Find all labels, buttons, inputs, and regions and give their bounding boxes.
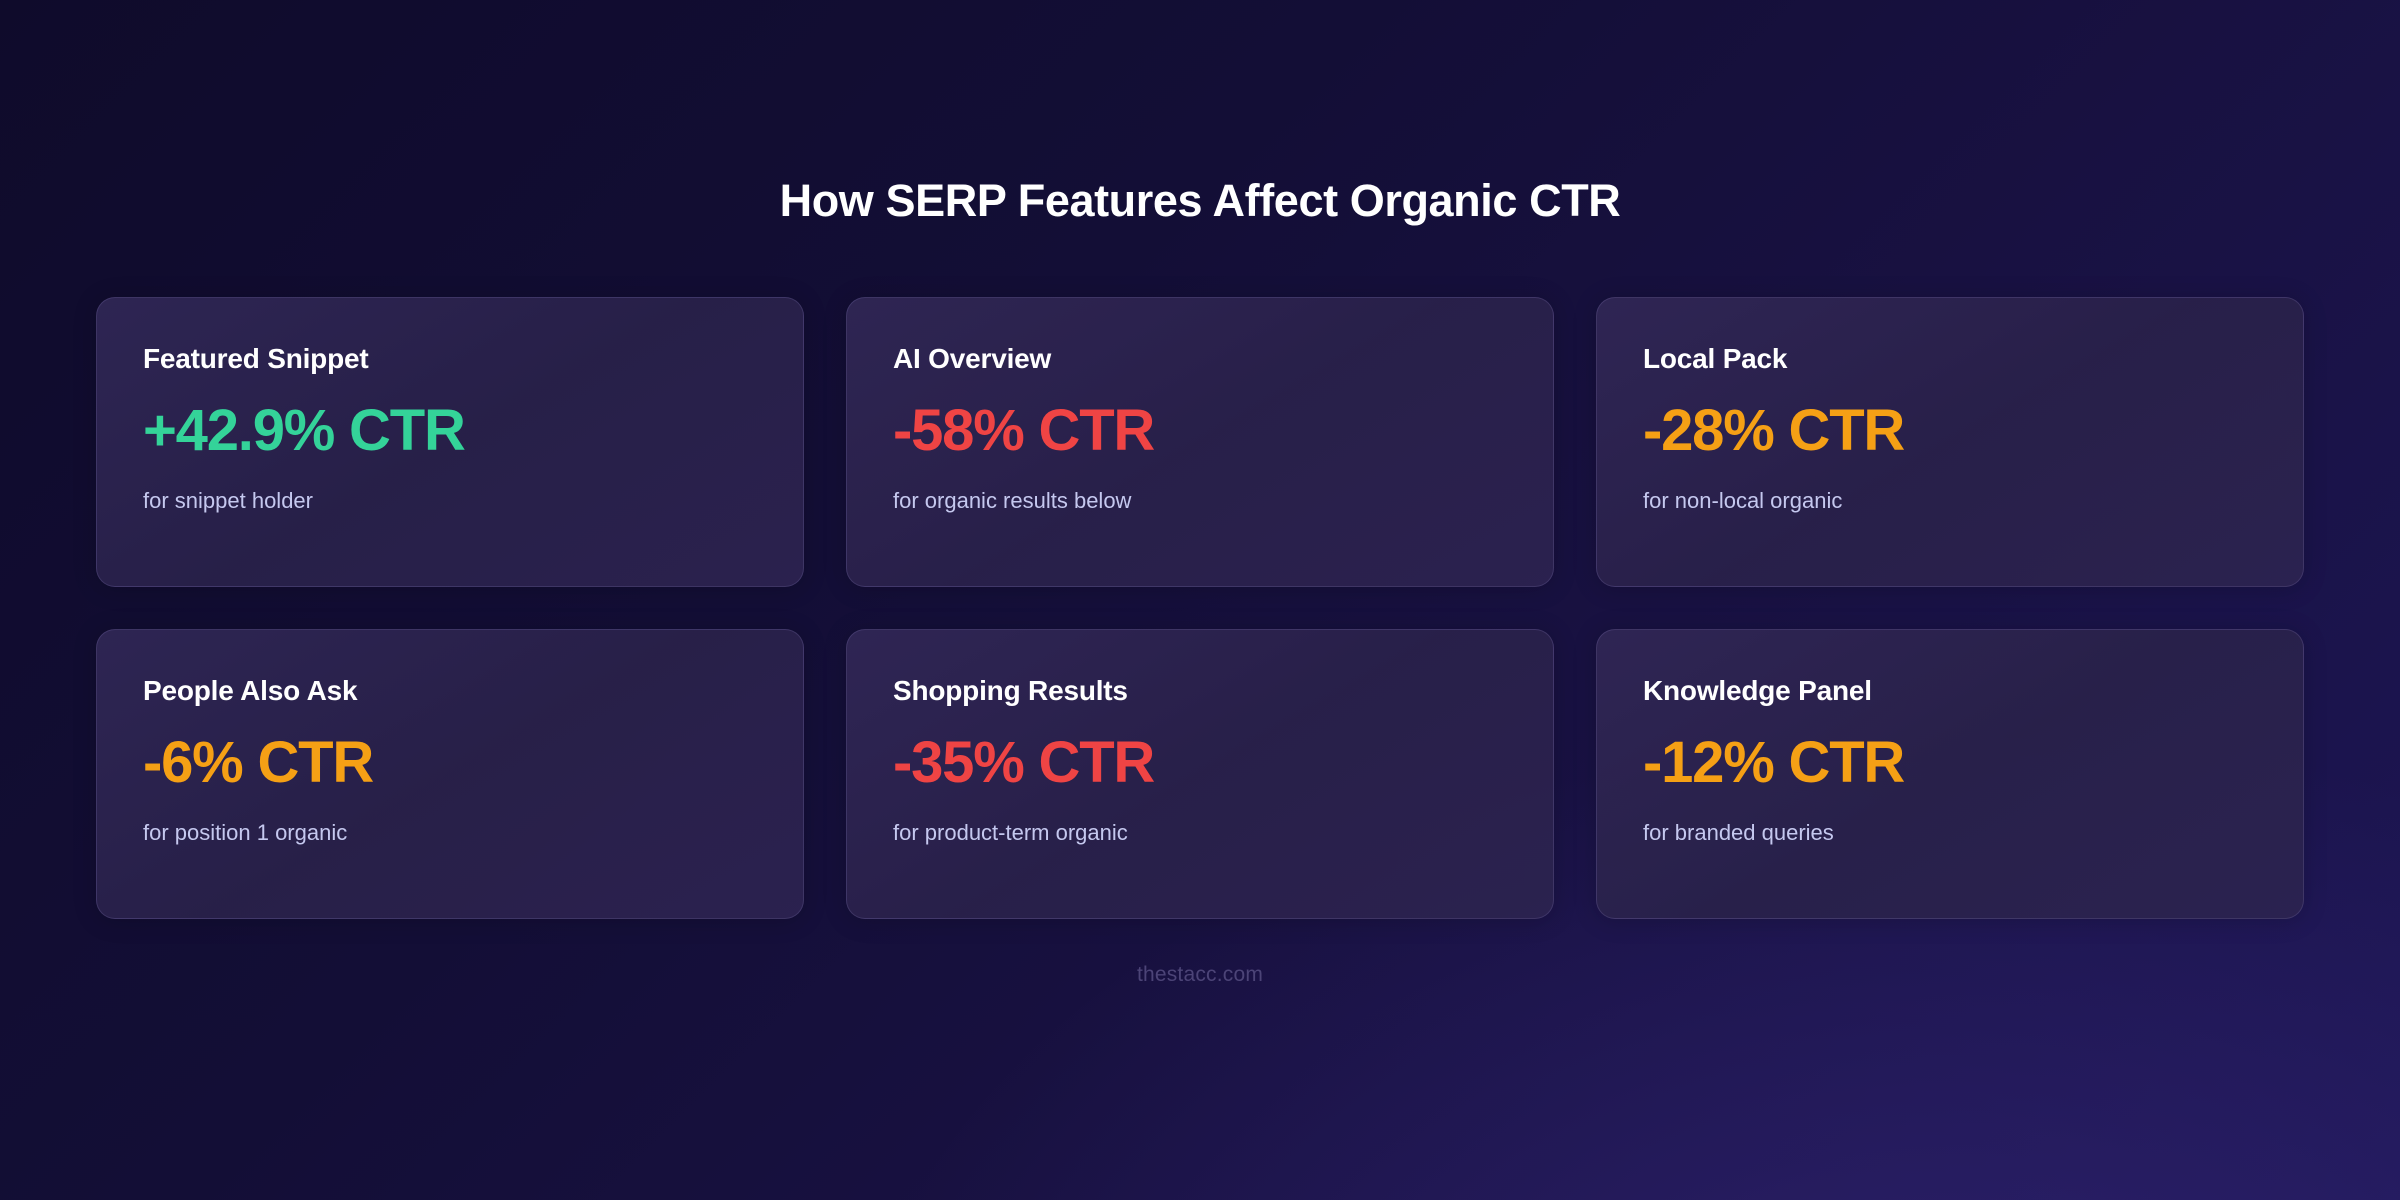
stat-card-sublabel: for position 1 organic (143, 819, 348, 845)
stat-card-label: Local Pack (1643, 343, 1788, 374)
stat-card-knowledge-panel: Knowledge Panel -12% CTR for branded que… (1596, 629, 2304, 919)
stat-card-ai-overview: AI Overview -58% CTR for organic results… (846, 297, 1554, 587)
stat-card-value: -6% CTR (143, 729, 374, 795)
stat-card-featured-snippet: Featured Snippet +42.9% CTR for snippet … (96, 297, 804, 587)
stat-card-sublabel: for branded queries (1643, 819, 1834, 845)
stat-card-label: AI Overview (893, 343, 1052, 374)
footer-watermark: thestacc.com (1136, 963, 1264, 986)
page-title: How SERP Features Affect Organic CTR (779, 175, 1621, 226)
stat-card-value: -12% CTR (1643, 729, 1905, 795)
stat-card-label: Featured Snippet (143, 343, 369, 374)
stat-card-grid: Featured Snippet +42.9% CTR for snippet … (96, 297, 2304, 919)
stat-card-value: -35% CTR (893, 729, 1155, 795)
stat-card-local-pack: Local Pack -28% CTR for non-local organi… (1596, 297, 2304, 587)
stat-card-people-also-ask: People Also Ask -6% CTR for position 1 o… (96, 629, 804, 919)
stat-card-sublabel: for organic results below (893, 487, 1132, 513)
stat-card-label: People Also Ask (143, 675, 358, 706)
stat-card-label: Shopping Results (893, 675, 1128, 706)
stat-card-label: Knowledge Panel (1643, 675, 1872, 706)
stat-card-value: -28% CTR (1643, 397, 1905, 463)
stat-card-sublabel: for product-term organic (893, 819, 1128, 845)
stat-card-value: +42.9% CTR (143, 397, 466, 463)
stat-card-shopping-results: Shopping Results -35% CTR for product-te… (846, 629, 1554, 919)
stat-card-sublabel: for snippet holder (143, 487, 313, 513)
stat-card-sublabel: for non-local organic (1643, 487, 1843, 513)
stat-card-value: -58% CTR (893, 397, 1155, 463)
